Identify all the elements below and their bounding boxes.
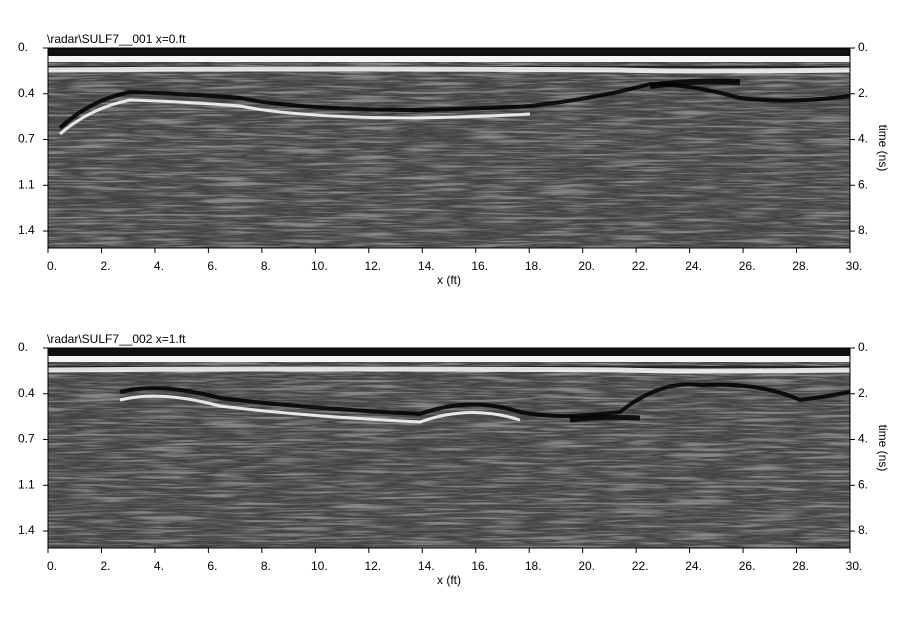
panel-title: \radar\SULF7__001 x=0.ft [47,32,186,46]
surface-band [48,356,850,362]
x-axis-label: x (ft) [437,573,461,587]
y2-tick-label: 6. [858,177,868,191]
x-tick-label: 2. [100,559,110,573]
x-tick-label: 6. [207,259,217,273]
y2-tick-label: 0. [858,40,868,54]
radargram-texture [48,348,850,548]
x-tick-label: 22. [632,559,649,573]
y2-tick-label: 4. [858,432,868,446]
x-tick-label: 4. [154,559,164,573]
reflector [48,369,850,371]
x-tick-label: 16. [471,559,488,573]
radargram-texture [48,48,850,248]
x-tick-label: 30. [846,259,863,273]
y-tick-label: 0. [18,340,28,354]
x-tick-label: 2. [100,259,110,273]
y-tick-label: 0.7 [18,432,35,446]
y-tick-label: 0.4 [18,86,35,100]
y2-tick-label: 0. [858,340,868,354]
x-tick-label: 14. [418,259,435,273]
x-tick-label: 8. [261,259,271,273]
y2-axis-label: time (ns) [876,125,890,172]
y-tick-label: 1.1 [18,177,35,191]
y2-axis-label: time (ns) [876,425,890,472]
x-tick-label: 26. [739,259,756,273]
x-tick-label: 0. [47,559,57,573]
y-tick-label: 1.4 [18,223,35,237]
x-tick-label: 20. [578,559,595,573]
x-tick-label: 28. [792,259,809,273]
x-tick-label: 4. [154,259,164,273]
y2-tick-label: 8. [858,223,868,237]
x-tick-label: 24. [685,559,702,573]
x-tick-label: 26. [739,559,756,573]
radargram-panel: \radar\SULF7__001 x=0.ft 0. 2. 4. 6. 8. 10. 12.… [18,32,890,287]
x-tick-label: 28. [792,559,809,573]
x-tick-label: 18. [525,259,542,273]
y2-tick-label: 4. [858,132,868,146]
x-tick-label: 12. [364,259,381,273]
x-tick-label: 10. [311,559,328,573]
x-tick-label: 12. [364,559,381,573]
x-tick-label: 18. [525,559,542,573]
x-tick-label: 20. [578,259,595,273]
y-tick-label: 1.1 [18,477,35,491]
y-tick-label: 0.7 [18,132,35,146]
x-axis-label: x (ft) [437,273,461,287]
y-tick-label: 1.4 [18,523,35,537]
y2-tick-label: 2. [858,86,868,100]
y2-tick-label: 8. [858,523,868,537]
x-tick-label: 6. [207,559,217,573]
x-tick-label: 8. [261,559,271,573]
reflector [48,69,850,71]
panel-title: \radar\SULF7__002 x=1.ft [47,332,186,346]
reflector [570,417,640,420]
x-tick-label: 10. [311,259,328,273]
surface-band [48,56,850,62]
y-tick-label: 0. [18,40,28,54]
y2-tick-label: 2. [858,386,868,400]
x-tick-label: 0. [47,259,57,273]
radargram-panel: \radar\SULF7__002 x=1.ft 0. 2. 4. 6. 8. 10. 12.… [18,332,890,587]
x-tick-label: 30. [846,559,863,573]
y2-tick-label: 6. [858,477,868,491]
surface-band [48,48,850,56]
x-tick-label: 14. [418,559,435,573]
x-tick-label: 24. [685,259,702,273]
surface-band [48,348,850,356]
x-tick-label: 22. [632,259,649,273]
y-tick-label: 0.4 [18,386,35,400]
x-tick-label: 16. [471,259,488,273]
